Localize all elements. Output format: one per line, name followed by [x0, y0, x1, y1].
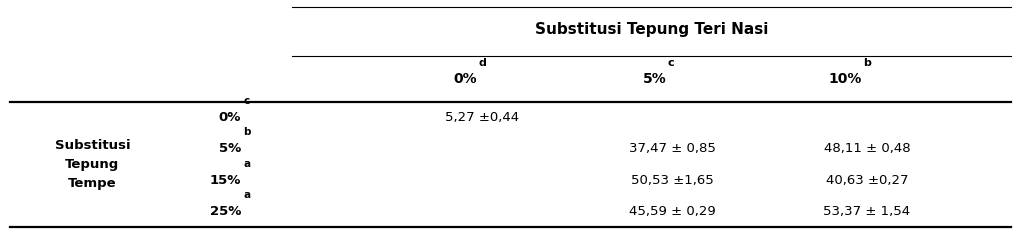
Text: 10%: 10% — [828, 72, 862, 86]
Text: 5,27 ±0,44: 5,27 ±0,44 — [445, 111, 519, 124]
Text: b: b — [863, 58, 871, 68]
Text: 0%: 0% — [453, 72, 477, 86]
Text: c: c — [668, 58, 674, 68]
Text: 40,63 ±0,27: 40,63 ±0,27 — [826, 174, 908, 186]
Text: b: b — [243, 127, 250, 137]
Text: 45,59 ± 0,29: 45,59 ± 0,29 — [629, 205, 715, 218]
Text: 5%: 5% — [219, 142, 241, 155]
Text: a: a — [243, 190, 250, 200]
Text: 15%: 15% — [209, 174, 241, 186]
Text: Substitusi
Tepung
Tempe: Substitusi Tepung Tempe — [54, 139, 130, 190]
Text: 0%: 0% — [219, 111, 241, 124]
Text: d: d — [478, 58, 486, 68]
Text: a: a — [243, 159, 250, 169]
Text: c: c — [243, 96, 249, 106]
Text: Substitusi Tepung Teri Nasi: Substitusi Tepung Teri Nasi — [535, 22, 768, 37]
Text: 50,53 ±1,65: 50,53 ±1,65 — [631, 174, 713, 186]
Text: 53,37 ± 1,54: 53,37 ± 1,54 — [824, 205, 910, 218]
Text: 48,11 ± 0,48: 48,11 ± 0,48 — [824, 142, 910, 155]
Text: 37,47 ± 0,85: 37,47 ± 0,85 — [629, 142, 715, 155]
Text: 25%: 25% — [209, 205, 241, 218]
Text: 5%: 5% — [643, 72, 667, 86]
